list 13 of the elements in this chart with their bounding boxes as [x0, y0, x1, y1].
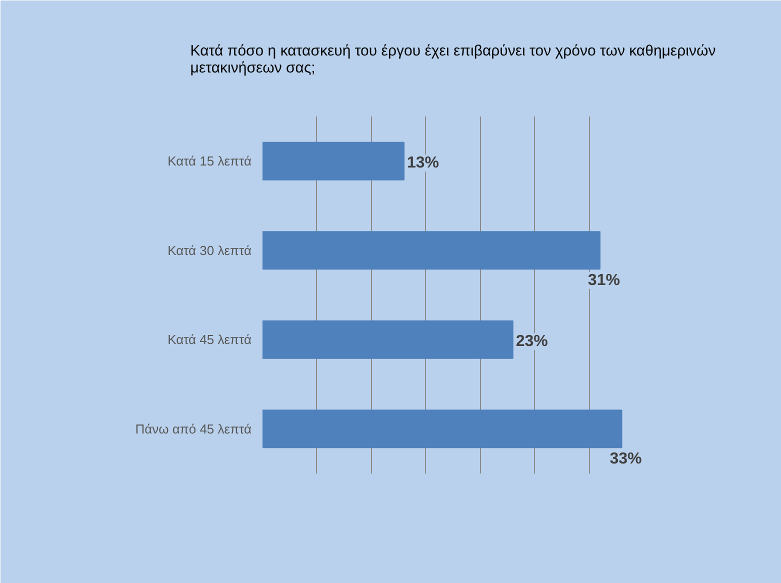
y-tick-label: Κατά 45 λεπτά — [168, 332, 252, 348]
y-tick-label: Κατά 15 λεπτά — [168, 154, 252, 169]
y-tick-label: Πάνω από 45 λεπτά — [135, 421, 252, 436]
data-label: 23% — [516, 333, 548, 350]
data-label: 13% — [407, 154, 440, 172]
bar — [262, 142, 405, 180]
bar — [262, 320, 514, 359]
bar — [262, 231, 600, 270]
data-label: 31% — [588, 272, 620, 289]
bar — [262, 410, 622, 448]
chart-title: Κατά πόσο η κατασκευή του έργου έχει επιβαρύνει τον χρόνο των καθημερινών μετακινήσεων σας; — [190, 42, 716, 76]
data-label: 33% — [610, 450, 642, 468]
y-tick-label: Κατά 30 λεπτά — [168, 242, 252, 258]
